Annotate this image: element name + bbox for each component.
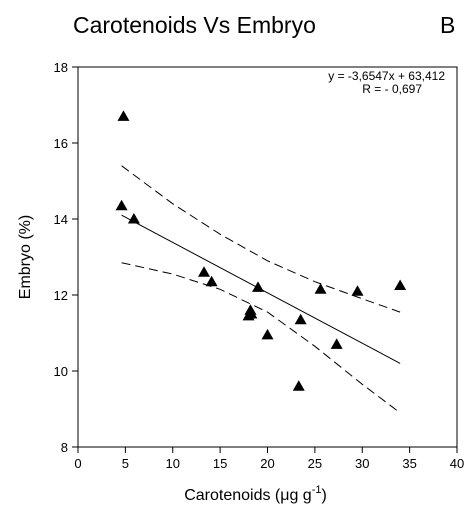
data-point-triangle [314,283,327,294]
lower-confidence-curve [121,262,401,414]
x-axis-label-main: Carotenoids (μg g [184,487,312,504]
x-axis-label-suffix: ) [321,487,326,504]
data-point-triangle [245,308,258,319]
data-point-triangle [198,266,211,277]
axis-ticks: 0 5 10 15 20 25 30 35 40 8 10 12 14 16 18 [54,60,465,471]
y-tick-label: 14 [54,212,68,227]
x-axis-label-superscript: -1 [312,484,322,496]
data-point-triangle [115,199,128,211]
data-point-triangle [127,213,140,224]
x-tick-label: 0 [74,456,81,471]
regression-equation: y = -3,6547x + 63,412 [328,69,445,83]
data-point-triangle [252,281,265,292]
plot-area [77,66,458,448]
data-point-triangle [330,338,343,349]
data-point-triangle [294,313,307,325]
chart-title: Carotenoids Vs Embryo [73,12,316,38]
x-tick-label: 20 [260,456,274,471]
x-tick-label: 5 [122,456,129,471]
x-tick-label: 25 [308,456,322,471]
y-tick-label: 16 [54,136,68,151]
y-axis-label: Embryo (%) [17,215,34,299]
data-point-triangle [351,285,364,296]
x-axis-label: Carotenoids (μg g-1) [184,484,327,504]
x-tick-label: 40 [450,456,464,471]
panel-label: B [440,12,456,38]
correlation-coefficient: R = - 0,697 [362,82,422,96]
data-point-triangle [292,380,305,391]
x-tick-label: 15 [213,456,227,471]
data-point-triangle [394,279,407,290]
x-tick-label: 35 [402,456,416,471]
data-point-triangle [205,275,218,287]
y-tick-label: 12 [54,288,68,303]
y-tick-label: 10 [54,364,68,379]
x-tick-label: 30 [355,456,369,471]
plot-border [77,66,458,448]
y-tick-label: 18 [54,60,68,75]
data-points [115,110,407,391]
upper-confidence-curve [121,165,401,313]
data-point-triangle [117,110,130,121]
x-tick-label: 10 [166,456,180,471]
y-tick-label: 8 [61,440,68,455]
data-point-triangle [261,328,274,340]
